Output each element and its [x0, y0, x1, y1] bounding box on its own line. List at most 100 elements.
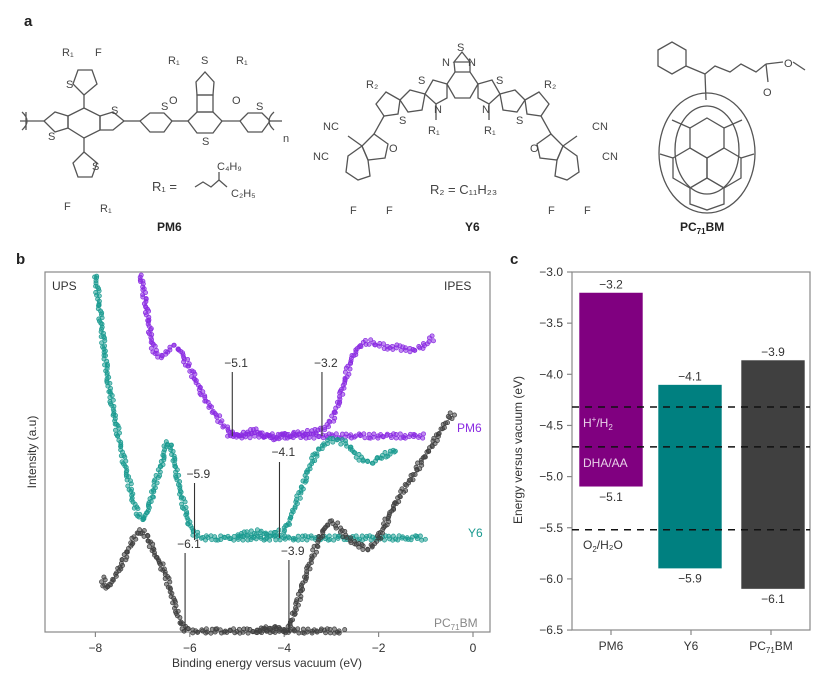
lumo-value-label: −4.1: [678, 370, 702, 384]
panel-letter-b: b: [16, 251, 26, 268]
panel-a-structures: R₁ F S S S S S S S S R₁ R₁ O O F R₁ n R₁…: [20, 41, 806, 236]
category-label: PC71BM: [749, 639, 793, 655]
pm6-structure: R₁ F S S S S S S S S R₁ R₁ O O F R₁ n R₁…: [20, 47, 289, 234]
onset-label: −5.1: [224, 356, 248, 370]
panel-b-x-ticks: −8 −6 −4 −2 0: [89, 632, 477, 655]
y6-nc-2: NC: [313, 151, 329, 163]
onset-label: −3.2: [314, 356, 338, 370]
energy-bar-pm6: [578, 292, 644, 488]
energy-bar-pc71bm: [740, 359, 806, 590]
y-tick-label: −6.5: [539, 623, 563, 637]
pm6-r1-bottom: R₁: [100, 203, 112, 215]
y6-f-2: F: [386, 205, 393, 217]
x-tick-label: −6: [183, 641, 197, 655]
ups-label: UPS: [52, 279, 77, 293]
pm6-o-1: O: [169, 95, 178, 107]
y6-n-2: N: [468, 57, 476, 69]
pc71bm-o-ester: O: [784, 58, 793, 70]
pc71bm-structure: O O PC71BM: [657, 41, 806, 236]
panel-letter-a: a: [24, 13, 33, 30]
category-label: PM6: [599, 639, 624, 653]
pm6-s-5: S: [202, 136, 209, 148]
y6-structure: S N N S S S S N N R₁ R₁ R₂ R₂ NC NC CN C…: [313, 42, 618, 234]
pm6-o-2: O: [232, 95, 241, 107]
pm6-f-bottom: F: [64, 201, 71, 213]
panel-b-x-axis-title: Binding energy versus vacuum (eV): [172, 656, 362, 670]
energy-bar-y6: [657, 384, 723, 569]
y6-r2-definition: R₂ = C₁₁H₂₃: [430, 182, 497, 197]
y6-s-thiadiazole: S: [457, 42, 464, 54]
y6-f-3: F: [548, 205, 555, 217]
series-pm6: [137, 272, 436, 443]
y6-f-1: F: [350, 205, 357, 217]
y6-f-4: F: [584, 205, 591, 217]
x-tick-label: −8: [89, 641, 103, 655]
pm6-label: PM6: [157, 220, 182, 234]
pm6-s-7: S: [256, 101, 263, 113]
pm6-s-2: S: [48, 131, 55, 143]
y6-s-3: S: [399, 115, 406, 127]
panel-letter-c: c: [510, 251, 519, 268]
lumo-value-label: −3.9: [761, 345, 785, 359]
pm6-f-top: F: [95, 47, 102, 59]
y-tick-label: −5.0: [539, 470, 563, 484]
series-y6: [92, 273, 428, 543]
homo-value-label: −5.1: [599, 490, 623, 504]
pm6-s-4: S: [161, 101, 168, 113]
y-tick-label: −3.5: [539, 316, 563, 330]
series-label-pm6: PM6: [457, 421, 482, 435]
y6-label: Y6: [465, 220, 480, 234]
y-tick-label: −4.5: [539, 418, 563, 432]
pm6-r1-definition: R₁ =: [152, 179, 177, 194]
x-tick-label: 0: [470, 641, 477, 655]
pm6-s-3: S: [111, 105, 118, 117]
reference-line-label: DHA/AA: [583, 456, 628, 470]
y6-n-4: N: [482, 104, 490, 116]
y6-r2-a: R₂: [366, 79, 378, 91]
y6-o-2: O: [530, 143, 539, 155]
panel-c-y-ticks: −3.0 −3.5 −4.0 −4.5 −5.0 −5.5 −6.0 −6.5: [539, 265, 572, 637]
series-label-y6: Y6: [468, 526, 483, 540]
y6-n-3: N: [434, 104, 442, 116]
x-tick-label: −4: [277, 641, 291, 655]
pm6-c2h5: C₂H₅: [231, 188, 256, 200]
y6-r1-a: R₁: [428, 125, 440, 137]
pm6-n-index: n: [283, 133, 289, 145]
series-label-pc71bm: PC71BM: [434, 616, 478, 632]
reference-line-label: O2/H₂O: [583, 538, 623, 554]
panel-b-onset-markers: −5.1 −3.2 −5.9 −4.1 −6.1 −3.9: [177, 356, 338, 632]
pm6-s-6: S: [201, 55, 208, 67]
lumo-value-label: −3.2: [599, 277, 623, 291]
y-tick-label: −6.0: [539, 572, 563, 586]
x-tick-label: −2: [372, 641, 386, 655]
panel-b-y-axis-title: Intensity (a.u): [25, 416, 39, 489]
pm6-s-8: S: [92, 161, 99, 173]
panel-c-x-ticks: PM6 Y6 PC71BM: [599, 630, 793, 655]
y6-s-4: S: [516, 115, 523, 127]
y6-s-2: S: [496, 75, 503, 87]
pm6-r1-b: R₁: [236, 55, 248, 67]
pm6-s-1: S: [66, 79, 73, 91]
y-tick-label: −5.5: [539, 521, 563, 535]
y6-n-1: N: [442, 57, 450, 69]
pm6-c4h9: C₄H₉: [217, 161, 242, 173]
onset-label: −4.1: [271, 445, 295, 459]
homo-value-label: −5.9: [678, 572, 702, 586]
y6-r1-b: R₁: [484, 125, 496, 137]
ipes-label: IPES: [444, 279, 471, 293]
onset-label: −5.9: [187, 467, 211, 481]
pc71bm-label: PC71BM: [680, 220, 724, 236]
y6-s-1: S: [418, 75, 425, 87]
category-label: Y6: [684, 639, 699, 653]
onset-label: −3.9: [281, 544, 305, 558]
panel-c-y-axis-title: Energy versus vacuum (eV): [511, 376, 525, 524]
panel-c-reference-lines: H+/H2 DHA/AA O2/H₂O: [572, 406, 810, 554]
homo-value-label: −6.1: [761, 592, 785, 606]
series-pc71bm: [99, 410, 457, 636]
y-tick-label: −3.0: [539, 265, 563, 279]
pm6-r1-a: R₁: [168, 55, 180, 67]
panel-b-spectra-chart: −8 −6 −4 −2 0 −5.1 −3.2 −5.9 −4.1 −6.1 −3.9 UPS I…: [25, 271, 491, 670]
y6-r2-b: R₂: [544, 79, 556, 91]
pc71bm-o-carbonyl: O: [763, 87, 772, 99]
y6-nc-1: NC: [323, 121, 339, 133]
